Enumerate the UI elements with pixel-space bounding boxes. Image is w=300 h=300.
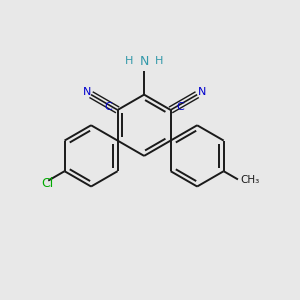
Text: N: N (82, 87, 91, 97)
Text: Cl: Cl (41, 177, 53, 190)
Text: CH₃: CH₃ (240, 175, 259, 185)
Text: H: H (155, 56, 163, 66)
Text: N: N (140, 55, 149, 68)
Text: H: H (125, 56, 134, 66)
Text: C: C (176, 101, 184, 112)
Text: N: N (197, 87, 206, 97)
Text: C: C (104, 101, 112, 112)
